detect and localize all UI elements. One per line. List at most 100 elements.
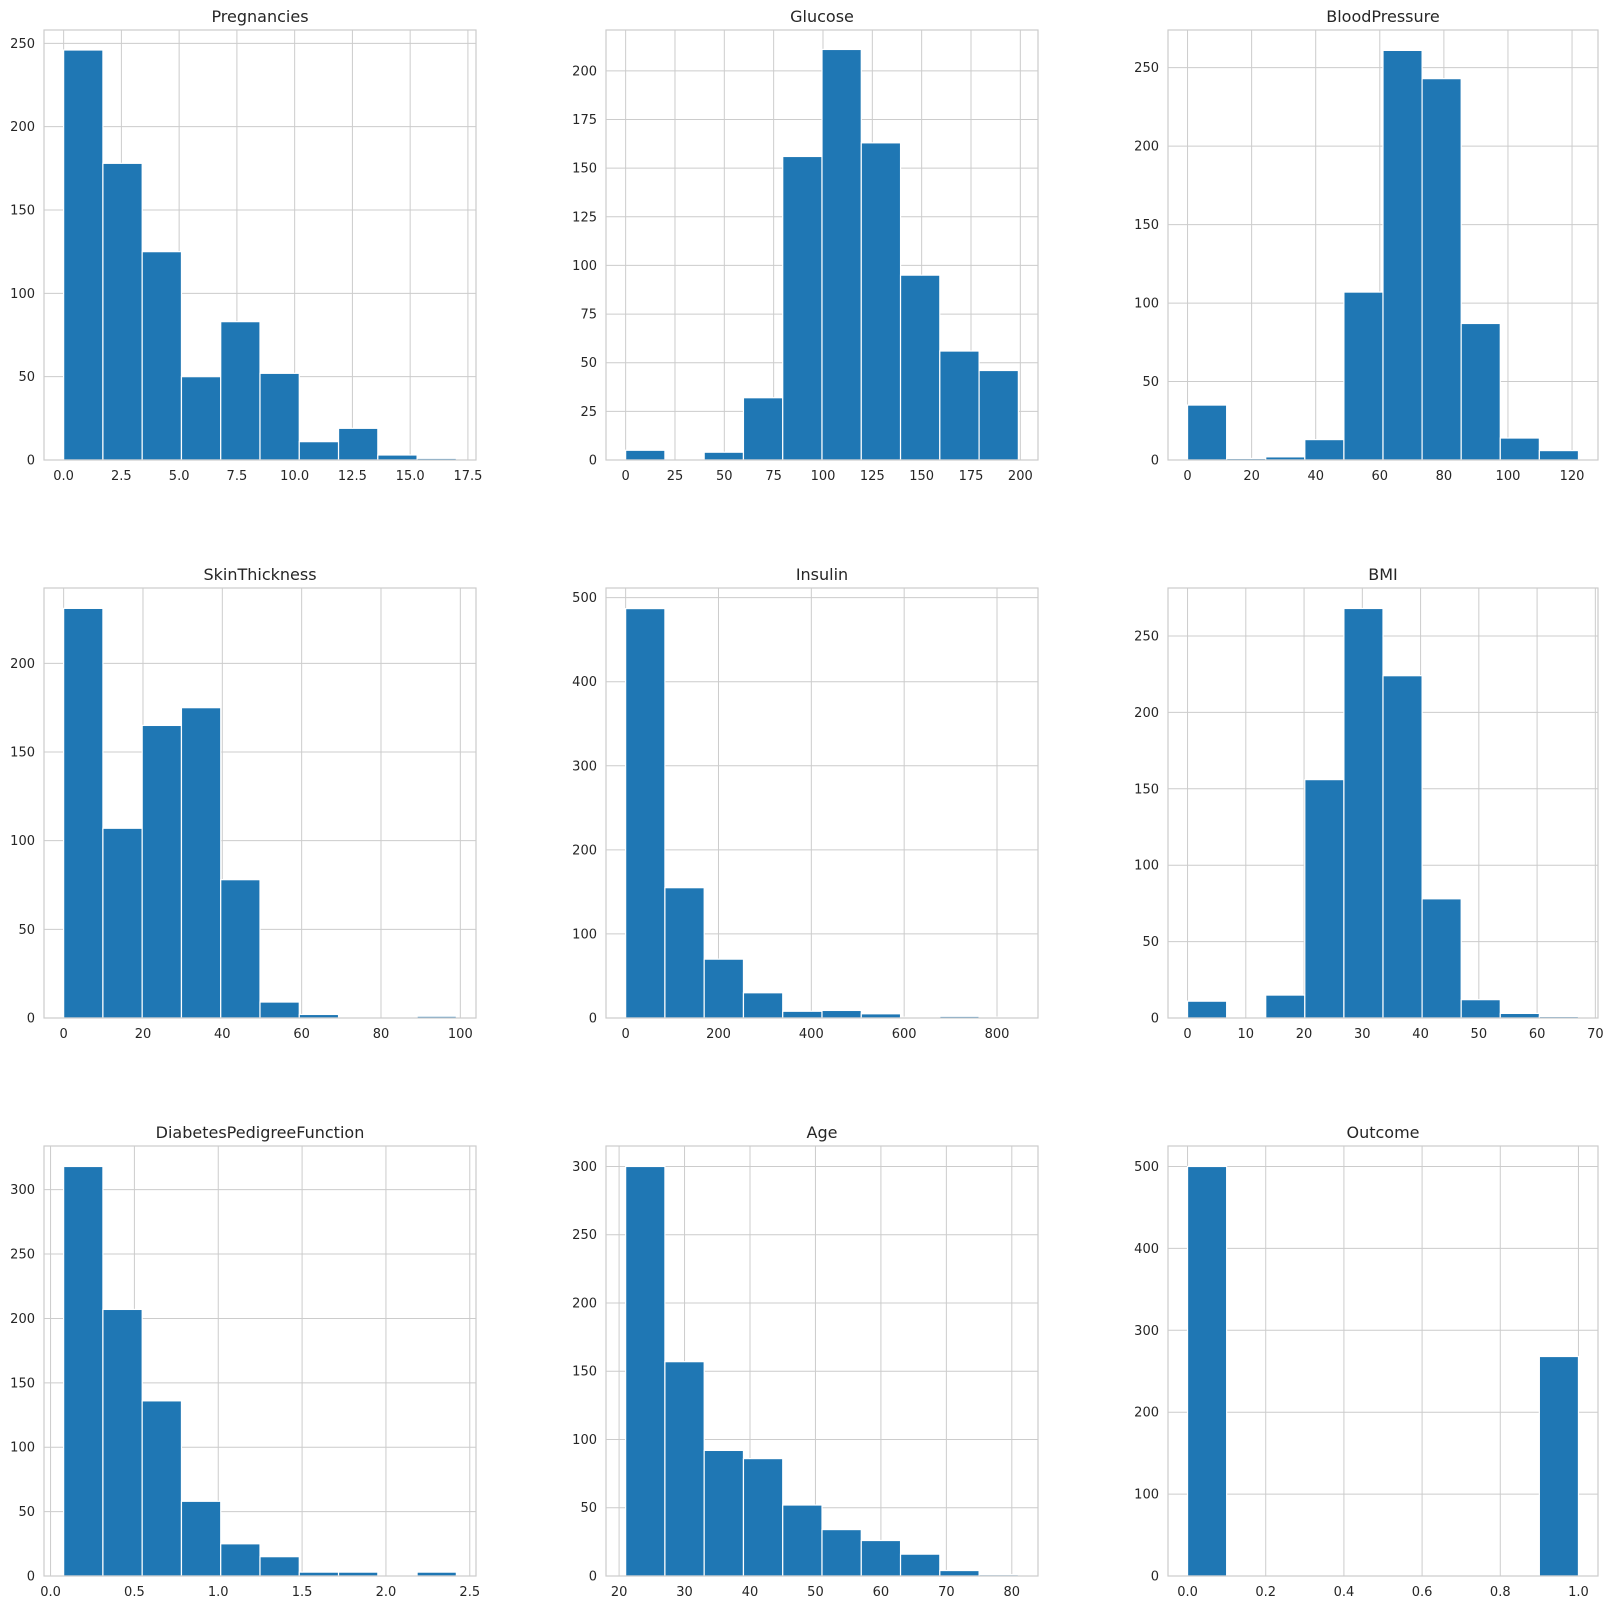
skin-thickness-ytick-label-0: 0 bbox=[27, 1012, 35, 1027]
blood-pressure-bar-9 bbox=[1538, 449, 1580, 461]
glucose-bar-7 bbox=[899, 274, 941, 461]
bmi-xtick-label-7: 70 bbox=[1587, 1027, 1604, 1042]
bmi-bar-0 bbox=[1186, 1000, 1228, 1019]
glucose-histogram: Glucose 0 25 50 75 100 125 150 175 200 0 25 50 75 100 1… bbox=[572, 7, 1039, 484]
glucose-bar-5 bbox=[821, 48, 862, 461]
bmi-ytick-label-5: 250 bbox=[1134, 629, 1159, 644]
bmi-axes-frame bbox=[1167, 587, 1599, 1019]
age-bar-8 bbox=[939, 1569, 980, 1577]
age-ytick-label-5: 250 bbox=[572, 1228, 597, 1243]
glucose-xtick-label-4: 100 bbox=[811, 469, 836, 484]
skin-thickness-bar-0 bbox=[63, 607, 104, 1019]
age-xtick-label-5: 70 bbox=[938, 1585, 955, 1600]
glucose-bar-4 bbox=[782, 155, 823, 461]
bmi-xtick-label-2: 20 bbox=[1296, 1027, 1313, 1042]
pregnancies-bar-6 bbox=[298, 441, 340, 461]
skin-thickness-xtick-label-4: 80 bbox=[373, 1027, 390, 1042]
pregnancies-bar-2 bbox=[141, 251, 183, 461]
bmi-xtick-label-5: 50 bbox=[1471, 1027, 1488, 1042]
bmi-xtick-label-0: 0 bbox=[1183, 1027, 1191, 1042]
glucose-xtick-label-7: 175 bbox=[959, 469, 984, 484]
diabetes-pedigree-function-bar-3 bbox=[180, 1500, 222, 1577]
glucose-ytick-label-3: 75 bbox=[580, 308, 597, 323]
outcome-axes-frame bbox=[1167, 1145, 1599, 1577]
outcome-xtick-label-0: 0.0 bbox=[1177, 1585, 1198, 1600]
skin-thickness-bar-1 bbox=[102, 827, 143, 1019]
blood-pressure-bar-3 bbox=[1304, 438, 1345, 461]
bmi-bar-6 bbox=[1421, 898, 1462, 1019]
outcome-plot-area bbox=[1168, 1146, 1598, 1576]
diabetes-pedigree-function-bar-0 bbox=[63, 1165, 104, 1577]
glucose-bar-8 bbox=[939, 350, 980, 461]
insulin-xtick-label-2: 400 bbox=[799, 1027, 824, 1042]
blood-pressure-ytick-label-1: 50 bbox=[1142, 375, 1159, 390]
glucose-xtick-label-3: 75 bbox=[765, 469, 782, 484]
blood-pressure-xtick-label-3: 60 bbox=[1372, 469, 1389, 484]
blood-pressure-xtick-label-5: 100 bbox=[1496, 469, 1521, 484]
blood-pressure-xtick-label-0: 0 bbox=[1183, 469, 1191, 484]
diabetes-pedigree-function-axes-frame bbox=[43, 1145, 477, 1577]
blood-pressure-bar-5 bbox=[1382, 49, 1423, 461]
glucose-ytick-label-0: 0 bbox=[589, 454, 597, 469]
blood-pressure-ytick-label-0: 0 bbox=[1151, 454, 1159, 469]
diabetes-pedigree-function-bar-1 bbox=[102, 1308, 143, 1577]
bmi-bar-5 bbox=[1382, 675, 1423, 1019]
diabetes-pedigree-function-histogram: DiabetesPedigreeFunction 0.0 0.5 1.0 1.5 2.0 2… bbox=[10, 1123, 480, 1600]
insulin-bar-3 bbox=[742, 992, 784, 1019]
age-bar-2 bbox=[703, 1449, 745, 1577]
pregnancies-ytick-label-5: 250 bbox=[10, 37, 35, 52]
glucose-ytick-label-8: 200 bbox=[572, 64, 597, 79]
diabetes-pedigree-function-xtick-label-4: 2.0 bbox=[376, 1585, 397, 1600]
diabetes-pedigree-function-bar-2 bbox=[141, 1400, 183, 1577]
outcome-ytick-label-2: 200 bbox=[1134, 1406, 1159, 1421]
age-bar-6 bbox=[860, 1539, 902, 1577]
glucose-xtick-label-2: 50 bbox=[716, 469, 733, 484]
glucose-ytick-label-5: 125 bbox=[572, 210, 597, 225]
insulin-histogram: Insulin 0 200 400 600 800 0 100 200 300 400 500 bbox=[572, 565, 1039, 1042]
outcome-title: Outcome bbox=[1346, 1123, 1419, 1142]
age-xtick-label-4: 60 bbox=[873, 1585, 890, 1600]
diabetes-pedigree-function-xtick-label-2: 1.0 bbox=[208, 1585, 229, 1600]
bmi-bar-3 bbox=[1304, 779, 1345, 1019]
insulin-ytick-label-3: 300 bbox=[572, 759, 597, 774]
skin-thickness-ytick-label-4: 200 bbox=[10, 657, 35, 672]
diabetes-pedigree-function-xtick-label-5: 2.5 bbox=[459, 1585, 480, 1600]
bmi-bar-4 bbox=[1343, 607, 1384, 1019]
pregnancies-xtick-label-1: 2.5 bbox=[111, 469, 132, 484]
skin-thickness-ytick-label-1: 50 bbox=[18, 923, 35, 938]
outcome-xtick-label-3: 0.6 bbox=[1412, 1585, 1433, 1600]
bmi-ytick-label-3: 150 bbox=[1134, 782, 1159, 797]
pregnancies-xtick-label-7: 17.5 bbox=[453, 469, 482, 484]
pregnancies-bar-4 bbox=[220, 321, 261, 461]
glucose-ytick-label-2: 50 bbox=[580, 356, 597, 371]
age-bar-4 bbox=[782, 1504, 823, 1577]
pregnancies-title: Pregnancies bbox=[211, 7, 308, 26]
glucose-xtick-label-5: 125 bbox=[860, 469, 885, 484]
diabetes-pedigree-function-ytick-label-5: 250 bbox=[10, 1248, 35, 1263]
pregnancies-xtick-label-2: 5.0 bbox=[169, 469, 190, 484]
age-xtick-label-6: 80 bbox=[1004, 1585, 1021, 1600]
blood-pressure-bar-7 bbox=[1460, 322, 1501, 461]
pregnancies-ytick-label-3: 150 bbox=[10, 204, 35, 219]
age-ytick-label-2: 100 bbox=[572, 1433, 597, 1448]
bmi-histogram: BMI 0 10 20 30 40 50 60 70 0 50 100 150 200 250 bbox=[1134, 565, 1603, 1042]
skin-thickness-bar-5 bbox=[259, 1001, 300, 1019]
glucose-ytick-label-7: 175 bbox=[572, 113, 597, 128]
bmi-ytick-label-0: 0 bbox=[1151, 1012, 1159, 1027]
age-bar-3 bbox=[742, 1458, 784, 1577]
glucose-bar-0 bbox=[625, 449, 666, 461]
blood-pressure-ytick-label-4: 200 bbox=[1134, 140, 1159, 155]
glucose-xtick-label-0: 0 bbox=[621, 469, 629, 484]
outcome-xtick-label-2: 0.4 bbox=[1334, 1585, 1355, 1600]
glucose-xtick-label-1: 25 bbox=[667, 469, 684, 484]
pregnancies-bar-7 bbox=[337, 427, 379, 461]
diabetes-pedigree-function-ytick-label-0: 0 bbox=[27, 1570, 35, 1585]
insulin-ytick-label-2: 200 bbox=[572, 843, 597, 858]
bmi-ytick-label-2: 100 bbox=[1134, 859, 1159, 874]
outcome-ytick-label-1: 100 bbox=[1134, 1488, 1159, 1503]
insulin-bar-1 bbox=[664, 887, 705, 1019]
skin-thickness-bar-4 bbox=[220, 879, 261, 1019]
blood-pressure-ytick-label-3: 150 bbox=[1134, 218, 1159, 233]
bmi-xtick-label-6: 60 bbox=[1529, 1027, 1546, 1042]
bmi-ytick-label-1: 50 bbox=[1142, 935, 1159, 950]
